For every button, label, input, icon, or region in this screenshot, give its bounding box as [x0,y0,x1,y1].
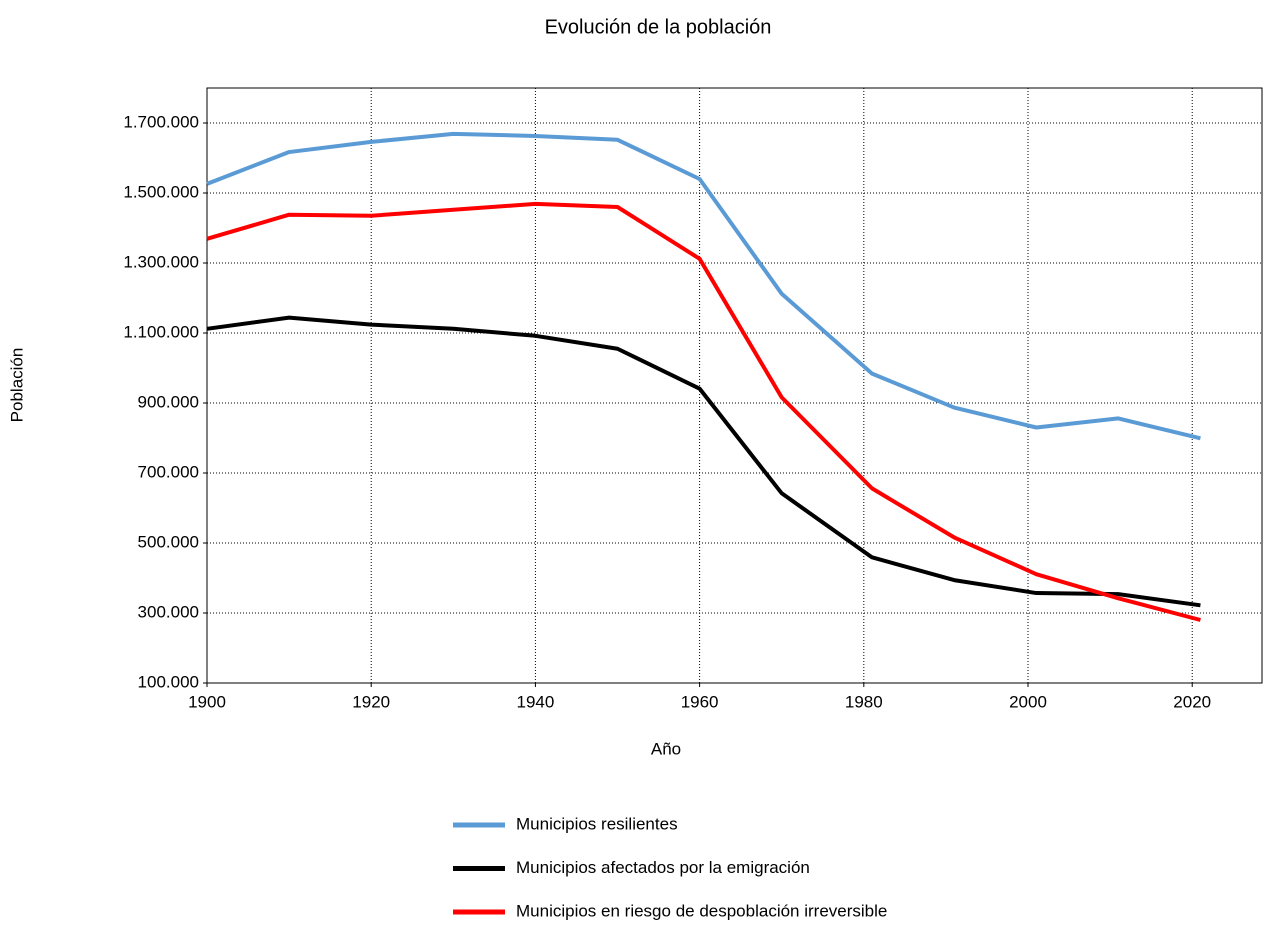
x-tick-label: 2020 [1173,692,1211,711]
y-tick-label: 1.100.000 [123,322,199,341]
x-tick-label: 1980 [845,692,883,711]
x-tick-label: 1960 [681,692,719,711]
y-tick-label: 1.700.000 [123,112,199,131]
series-line [206,201,1201,622]
x-tick-label: 1900 [188,692,226,711]
y-tick-label: 1.500.000 [123,182,199,201]
y-axis-label: Población [7,348,26,423]
legend-label: Municipios afectados por la emigración [516,858,810,877]
plot-frame [206,87,1263,684]
legend-label: Municipios resilientes [516,814,678,833]
x-tick-label: 1940 [516,692,554,711]
y-tick-label: 500.000 [138,532,199,551]
y-tick-label: 100.000 [138,672,199,691]
x-axis-label: Año [651,739,681,758]
chart-title: Evolución de la población [545,16,772,38]
y-tick-label: 700.000 [138,462,199,481]
y-tick-label: 900.000 [138,392,199,411]
series-line [206,315,1201,608]
x-tick-label: 2000 [1009,692,1047,711]
y-tick-label: 300.000 [138,602,199,621]
x-tick-label: 1920 [352,692,390,711]
series-line [206,131,1201,441]
y-tick-label: 1.300.000 [123,252,199,271]
legend-label: Municipios en riesgo de despoblación irr… [516,901,887,920]
